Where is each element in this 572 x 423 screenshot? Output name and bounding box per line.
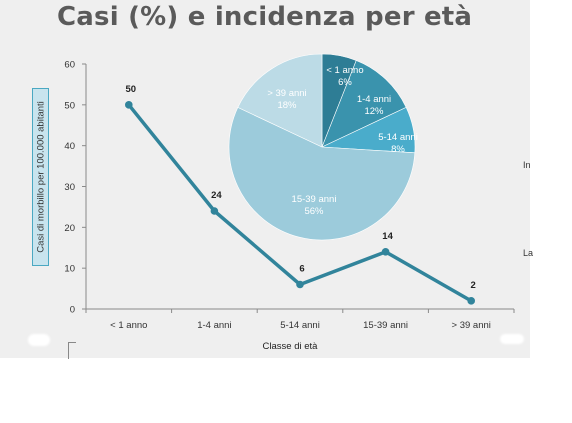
pie-category-label: 1-4 anni [357, 94, 391, 105]
edge-text-fragment: La [523, 248, 534, 258]
data-label: 50 [126, 84, 137, 95]
pie-percent-label: 56% [304, 206, 324, 217]
line-series: 50 24 6 14 2 [125, 84, 476, 305]
data-point [296, 280, 304, 289]
chart-canvas: 0 10 20 30 40 50 60 < 1 anno 1-4 anni 5-14 anni 15… [64, 53, 515, 331]
x-tick-label: < 1 anno [110, 320, 147, 331]
pie-slice [237, 53, 323, 148]
pie-slice [228, 107, 416, 241]
pie-percent-label: 18% [277, 100, 297, 111]
y-axis-label-box [32, 88, 49, 266]
edge-text-fragment: In [523, 160, 531, 170]
pie-percent-label: 6% [338, 77, 352, 88]
decorative-blob [500, 334, 524, 344]
decorative-bracket [68, 342, 76, 359]
y-tick-label: 30 [64, 182, 75, 193]
data-point [125, 101, 133, 109]
x-tick-label: 15-39 anni [363, 320, 408, 331]
y-tick-label: 50 [64, 100, 75, 111]
pie-category-label: 15-39 anni [292, 194, 337, 205]
x-tick-label: 5-14 anni [280, 320, 320, 331]
y-tick-label: 60 [64, 60, 75, 71]
x-tick-label: > 39 anni [452, 320, 491, 331]
x-axis-label: Classe di età [262, 341, 318, 352]
pie-category-label: > 39 anni [267, 88, 306, 99]
pie-percent-label: 8% [391, 144, 405, 155]
pie-category-label: < 1 anno [326, 65, 363, 76]
axes: 0 10 20 30 40 50 60 < 1 anno 1-4 anni 5-14 anni 15… [64, 60, 515, 331]
data-label: 24 [211, 190, 222, 201]
y-tick-label: 0 [70, 305, 75, 316]
x-tick-label: 1-4 anni [197, 320, 231, 331]
data-label: 6 [299, 264, 304, 275]
data-point [210, 207, 219, 215]
data-point [381, 248, 390, 256]
decorative-blob [28, 334, 50, 346]
pie-slice [321, 60, 407, 148]
data-label: 14 [382, 231, 393, 242]
data-label: 2 [471, 280, 476, 291]
data-point [467, 297, 476, 305]
y-tick-label: 40 [64, 141, 75, 152]
chart-title: Casi (%) e incidenza per età [57, 2, 473, 32]
pie-percent-label: 12% [364, 106, 384, 117]
pie-category-label: 5-14 anni [378, 132, 418, 143]
y-tick-label: 10 [64, 264, 75, 275]
y-tick-label: 20 [64, 223, 75, 234]
